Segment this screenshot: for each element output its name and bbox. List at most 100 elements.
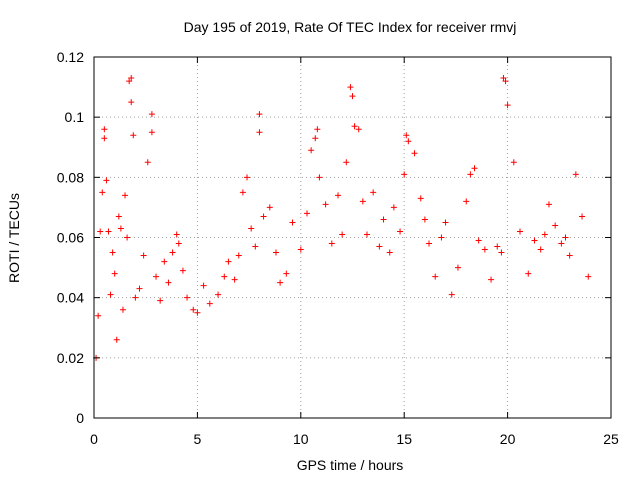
data-point bbox=[579, 213, 586, 220]
data-point bbox=[537, 246, 544, 253]
data-points bbox=[93, 75, 592, 361]
x-tick-label: 25 bbox=[603, 431, 619, 447]
data-point bbox=[200, 282, 207, 289]
data-point bbox=[194, 309, 201, 316]
data-point bbox=[157, 297, 164, 304]
data-point bbox=[370, 189, 377, 196]
y-tick-label: 0.04 bbox=[57, 290, 84, 306]
y-tick-label: 0.02 bbox=[57, 350, 84, 366]
data-point bbox=[405, 138, 412, 145]
y-tick-label: 0.08 bbox=[57, 169, 84, 185]
data-point bbox=[304, 210, 311, 217]
data-point bbox=[148, 129, 155, 136]
data-point bbox=[380, 216, 387, 223]
data-point bbox=[363, 231, 370, 238]
data-point bbox=[454, 264, 461, 271]
data-point bbox=[541, 231, 548, 238]
data-point bbox=[316, 174, 323, 181]
data-point bbox=[585, 273, 592, 280]
data-point bbox=[438, 234, 445, 241]
data-point bbox=[231, 276, 238, 283]
data-point bbox=[109, 249, 116, 256]
data-point bbox=[113, 336, 120, 343]
data-point bbox=[266, 204, 273, 211]
data-point bbox=[221, 273, 228, 280]
data-point bbox=[111, 270, 118, 277]
data-point bbox=[128, 75, 135, 82]
data-point bbox=[403, 132, 410, 139]
data-point bbox=[115, 213, 122, 220]
data-point bbox=[504, 102, 511, 109]
data-point bbox=[442, 219, 449, 226]
data-point bbox=[417, 195, 424, 202]
data-point bbox=[256, 111, 263, 118]
x-tick-label: 20 bbox=[500, 431, 516, 447]
data-point bbox=[401, 171, 408, 178]
x-tick-label: 0 bbox=[90, 431, 98, 447]
data-point bbox=[283, 270, 290, 277]
data-point bbox=[256, 129, 263, 136]
data-point bbox=[343, 159, 350, 166]
data-point bbox=[552, 222, 559, 229]
data-point bbox=[107, 291, 114, 298]
data-point bbox=[132, 294, 139, 301]
data-point bbox=[566, 252, 573, 259]
data-point bbox=[99, 189, 106, 196]
data-point bbox=[494, 243, 501, 250]
data-point bbox=[498, 249, 505, 256]
data-point bbox=[103, 177, 110, 184]
data-point bbox=[136, 285, 143, 292]
data-point bbox=[252, 243, 259, 250]
y-tick-label: 0.06 bbox=[57, 230, 84, 246]
data-point bbox=[117, 225, 124, 232]
data-point bbox=[95, 312, 102, 319]
data-point bbox=[148, 111, 155, 118]
data-point bbox=[411, 150, 418, 157]
data-point bbox=[351, 123, 358, 130]
data-point bbox=[481, 246, 488, 253]
data-point bbox=[225, 258, 232, 265]
data-point bbox=[215, 291, 222, 298]
data-point bbox=[558, 240, 565, 247]
data-point bbox=[525, 270, 532, 277]
y-tick-label: 0.1 bbox=[65, 109, 85, 125]
data-point bbox=[124, 234, 131, 241]
data-point bbox=[308, 147, 315, 154]
data-point bbox=[248, 225, 255, 232]
data-point bbox=[397, 228, 404, 235]
data-point bbox=[175, 240, 182, 247]
data-point bbox=[272, 249, 279, 256]
data-point bbox=[239, 189, 246, 196]
data-point bbox=[184, 294, 191, 301]
x-tick-label: 15 bbox=[396, 431, 412, 447]
data-point bbox=[297, 246, 304, 253]
data-point bbox=[339, 231, 346, 238]
data-point bbox=[161, 258, 168, 265]
data-point bbox=[122, 192, 129, 199]
x-tick-label: 5 bbox=[194, 431, 202, 447]
data-point bbox=[421, 216, 428, 223]
data-point bbox=[165, 279, 172, 286]
data-point bbox=[190, 306, 197, 313]
data-point bbox=[144, 159, 151, 166]
data-point bbox=[126, 78, 133, 85]
data-point bbox=[572, 171, 579, 178]
data-point bbox=[510, 159, 517, 166]
data-point bbox=[130, 132, 137, 139]
data-point bbox=[335, 192, 342, 199]
data-point bbox=[347, 84, 354, 91]
data-point bbox=[97, 228, 104, 235]
axis-tick-labels: 0 5 10 15 20 25 0 0.02 0.04 0.06 0.08 0.1 0.12 bbox=[57, 49, 619, 447]
y-axis-label: ROTI / TECUs bbox=[6, 193, 22, 283]
data-point bbox=[355, 126, 362, 133]
data-point bbox=[359, 198, 366, 205]
data-point bbox=[312, 135, 319, 142]
data-point bbox=[101, 126, 108, 133]
x-tick-label: 10 bbox=[293, 431, 309, 447]
data-point bbox=[289, 219, 296, 226]
data-point bbox=[448, 291, 455, 298]
data-point bbox=[471, 165, 478, 172]
chart-title: Day 195 of 2019, Rate Of TEC Index for r… bbox=[184, 19, 517, 35]
